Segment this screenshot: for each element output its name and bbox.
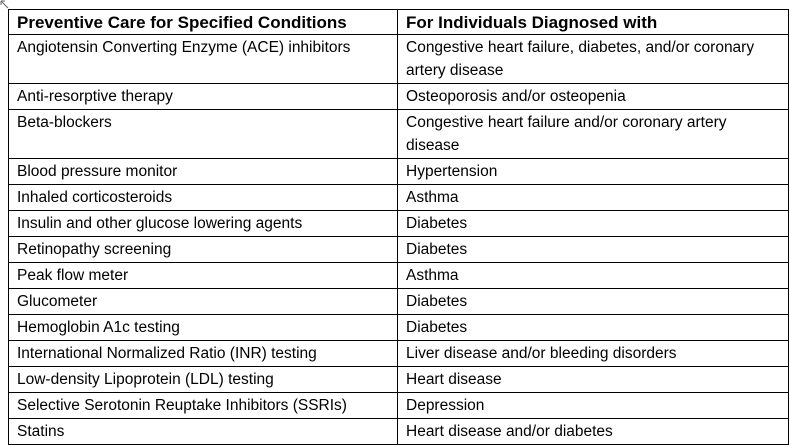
- preventive-care-cell: Anti-resorptive therapy: [8, 83, 398, 110]
- diagnosis-cell: Congestive heart failure and/or coronary…: [397, 109, 789, 159]
- preventive-care-cell: International Normalized Ratio (INR) tes…: [8, 340, 398, 367]
- preventive-care-cell: Peak flow meter: [8, 262, 398, 289]
- table-row: Blood pressure monitor Hypertension: [8, 158, 789, 185]
- table-row: Glucometer Diabetes: [8, 288, 789, 315]
- table-row: Angiotensin Converting Enzyme (ACE) inhi…: [8, 34, 789, 84]
- preventive-care-cell: Hemoglobin A1c testing: [8, 314, 398, 341]
- diagnosis-cell: Heart disease and/or diabetes: [397, 418, 789, 445]
- column-header-diagnosis: For Individuals Diagnosed with: [397, 9, 789, 35]
- column-header-preventive-care: Preventive Care for Specified Conditions: [8, 9, 398, 35]
- diagnosis-cell: Diabetes: [397, 236, 789, 263]
- table-row: International Normalized Ratio (INR) tes…: [8, 340, 789, 367]
- diagnosis-cell: Hypertension: [397, 158, 789, 185]
- preventive-care-cell: Blood pressure monitor: [8, 158, 398, 185]
- diagnosis-cell: Diabetes: [397, 314, 789, 341]
- diagnosis-cell: Depression: [397, 392, 789, 419]
- preventive-care-cell: Inhaled corticosteroids: [8, 184, 398, 211]
- table-move-handle-icon[interactable]: [0, 0, 9, 9]
- table-row: Inhaled corticosteroids Asthma: [8, 184, 789, 211]
- preventive-care-cell: Insulin and other glucose lowering agent…: [8, 210, 398, 237]
- diagnosis-cell: Diabetes: [397, 210, 789, 237]
- table-row: Retinopathy screening Diabetes: [8, 236, 789, 263]
- diagnosis-cell: Liver disease and/or bleeding disorders: [397, 340, 789, 367]
- diagnosis-cell: Congestive heart failure, diabetes, and/…: [397, 34, 789, 84]
- diagnosis-cell: Heart disease: [397, 366, 789, 393]
- table-row: Low-density Lipoprotein (LDL) testing He…: [8, 366, 789, 393]
- table-row: Statins Heart disease and/or diabetes: [8, 418, 789, 445]
- preventive-care-cell: Low-density Lipoprotein (LDL) testing: [8, 366, 398, 393]
- table-row: Peak flow meter Asthma: [8, 262, 789, 289]
- table-row: Anti-resorptive therapy Osteoporosis and…: [8, 83, 789, 110]
- preventive-care-cell: Glucometer: [8, 288, 398, 315]
- table-row: Hemoglobin A1c testing Diabetes: [8, 314, 789, 341]
- table-row: Beta-blockers Congestive heart failure a…: [8, 109, 789, 159]
- preventive-care-table: Preventive Care for Specified Conditions…: [8, 9, 789, 445]
- table-header-row: Preventive Care for Specified Conditions…: [8, 9, 789, 35]
- table-row: Insulin and other glucose lowering agent…: [8, 210, 789, 237]
- preventive-care-cell: Statins: [8, 418, 398, 445]
- diagnosis-cell: Asthma: [397, 262, 789, 289]
- preventive-care-cell: Angiotensin Converting Enzyme (ACE) inhi…: [8, 34, 398, 84]
- preventive-care-cell: Beta-blockers: [8, 109, 398, 159]
- preventive-care-cell: Retinopathy screening: [8, 236, 398, 263]
- preventive-care-cell: Selective Serotonin Reuptake Inhibitors …: [8, 392, 398, 419]
- diagnosis-cell: Asthma: [397, 184, 789, 211]
- diagnosis-cell: Diabetes: [397, 288, 789, 315]
- diagnosis-cell: Osteoporosis and/or osteopenia: [397, 83, 789, 110]
- table-row: Selective Serotonin Reuptake Inhibitors …: [8, 392, 789, 419]
